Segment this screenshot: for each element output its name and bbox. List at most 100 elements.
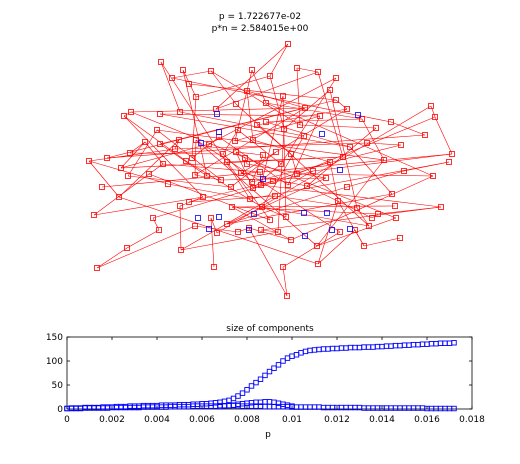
graph-node bbox=[146, 171, 152, 177]
graph-node bbox=[193, 137, 199, 143]
graph-node bbox=[157, 141, 163, 147]
y-tick-label: 150 bbox=[46, 333, 63, 343]
graph-edge bbox=[256, 108, 348, 126]
graph-edge bbox=[269, 43, 289, 77]
graph-node-isolated bbox=[301, 210, 307, 216]
graph-edge bbox=[174, 139, 180, 150]
graph-edge bbox=[430, 105, 436, 118]
axis-ticks: 0 0.002 0.004 0.006 0.008 0.01 0.012 0.014 0.016… bbox=[46, 333, 485, 425]
graph-node bbox=[169, 75, 175, 81]
marker-largest-component bbox=[266, 368, 273, 375]
graph-edge bbox=[188, 180, 274, 203]
graph-node-isolated bbox=[319, 131, 325, 137]
graph-edge bbox=[390, 121, 426, 136]
graph-node bbox=[192, 223, 198, 229]
graph-edge bbox=[215, 71, 319, 110]
graph-edge bbox=[210, 217, 215, 268]
graph-node bbox=[218, 177, 224, 183]
graph-edge bbox=[269, 75, 285, 130]
graph-edge bbox=[240, 151, 277, 174]
graph-edge bbox=[434, 116, 453, 155]
graph-node bbox=[294, 171, 300, 177]
graph-edge bbox=[167, 183, 251, 200]
graph-edge bbox=[179, 205, 182, 251]
marker-largest-component bbox=[275, 362, 282, 368]
graph-node bbox=[156, 227, 162, 233]
graph-node bbox=[428, 103, 434, 109]
graph-node bbox=[121, 113, 127, 119]
graph-node bbox=[381, 157, 387, 163]
graph-edge bbox=[317, 71, 344, 158]
graph-node bbox=[232, 138, 238, 144]
graph-node bbox=[206, 141, 212, 147]
graph-edge bbox=[159, 113, 351, 148]
graph-node bbox=[165, 181, 171, 187]
graph-edge bbox=[222, 129, 239, 155]
graph-node bbox=[333, 75, 339, 81]
marker-largest-component bbox=[257, 376, 264, 382]
graph-node bbox=[449, 151, 455, 157]
graph-node bbox=[294, 65, 300, 71]
graph-node bbox=[267, 217, 273, 223]
graph-node bbox=[401, 168, 407, 174]
graph-edge bbox=[363, 237, 401, 247]
marker-second-component bbox=[289, 403, 295, 409]
graph-node bbox=[233, 101, 239, 107]
graph-node bbox=[257, 169, 263, 175]
graph-node bbox=[310, 168, 316, 174]
graph-edge bbox=[101, 153, 453, 188]
graph-edge bbox=[265, 102, 434, 177]
graph-node bbox=[430, 173, 436, 179]
marker-largest-component bbox=[244, 387, 250, 393]
graph-edge bbox=[296, 173, 434, 177]
graph-edge bbox=[159, 113, 321, 117]
graph-edge bbox=[366, 142, 402, 146]
graph-node-isolated bbox=[251, 211, 257, 217]
graph-node bbox=[125, 173, 131, 179]
graph-edge bbox=[130, 111, 397, 219]
graph-node bbox=[317, 113, 323, 119]
graph-edge bbox=[306, 185, 373, 219]
graph-nodes bbox=[86, 41, 455, 299]
x-tick-label: 0.002 bbox=[99, 415, 125, 425]
graph-edge bbox=[240, 172, 308, 187]
graph-edge bbox=[282, 266, 288, 297]
graph-node bbox=[335, 198, 341, 204]
x-tick-label: 0.014 bbox=[369, 415, 395, 425]
graph-node bbox=[375, 211, 381, 217]
graph-edge bbox=[88, 148, 176, 162]
graph-edge bbox=[280, 77, 337, 165]
graph-node bbox=[211, 264, 217, 270]
graph-node-isolated bbox=[214, 111, 220, 117]
graph-node bbox=[186, 81, 192, 87]
x-tick-label: 0.01 bbox=[282, 415, 302, 425]
graph-edge bbox=[88, 160, 169, 185]
graph-node bbox=[301, 133, 307, 139]
plot-title: size of components bbox=[226, 324, 314, 334]
graph-node bbox=[172, 146, 178, 152]
graph-edge bbox=[194, 225, 239, 233]
graph-node bbox=[398, 142, 404, 148]
graph-node bbox=[344, 106, 350, 112]
graph-node bbox=[244, 88, 250, 94]
graph-edge bbox=[256, 124, 292, 155]
graph-node bbox=[229, 204, 235, 210]
marker-largest-component bbox=[253, 379, 259, 386]
graph-node bbox=[176, 137, 182, 143]
graph-node bbox=[127, 150, 133, 156]
graph-node bbox=[304, 183, 310, 189]
graph-edge bbox=[349, 146, 393, 195]
graph-node bbox=[285, 182, 291, 188]
graph-edge bbox=[274, 195, 358, 209]
graph-node bbox=[224, 159, 230, 165]
graph-node bbox=[214, 230, 220, 236]
graph-node bbox=[183, 158, 189, 164]
graph-node bbox=[373, 125, 379, 131]
graph-node bbox=[200, 194, 206, 200]
graph-node bbox=[244, 161, 250, 167]
graph-edge bbox=[118, 139, 180, 198]
graph-edge bbox=[237, 129, 282, 165]
graph-edge bbox=[346, 170, 405, 188]
graph-edge bbox=[174, 142, 368, 150]
graph-node-isolated bbox=[216, 129, 222, 135]
